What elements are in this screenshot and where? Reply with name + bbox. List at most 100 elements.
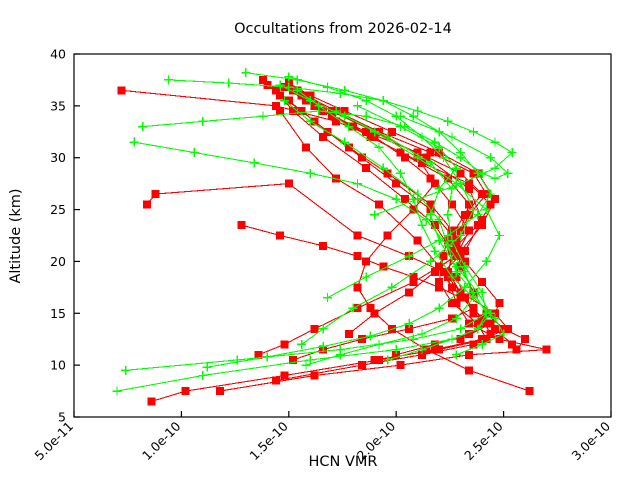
y-tick-label: 10 <box>50 358 66 373</box>
data-point-marker <box>413 236 422 245</box>
data-point-marker <box>521 335 530 344</box>
data-point-marker <box>112 386 122 396</box>
data-point-marker <box>284 179 293 188</box>
data-point-marker <box>495 335 504 344</box>
data-point-marker <box>495 298 504 307</box>
data-point-marker <box>443 241 453 251</box>
data-point-marker <box>473 168 483 178</box>
data-point-marker <box>284 72 294 82</box>
data-point-marker <box>262 352 272 362</box>
data-point-marker <box>447 334 457 344</box>
data-point-marker <box>452 252 461 261</box>
data-point-marker <box>503 168 513 178</box>
data-point-marker <box>314 101 324 111</box>
y-tick-label: 20 <box>50 254 66 269</box>
series-green-profile-10 <box>202 106 504 372</box>
data-point-marker <box>344 330 353 339</box>
data-point-marker <box>478 190 487 199</box>
data-point-marker <box>224 78 234 88</box>
data-point-marker <box>392 179 401 188</box>
data-point-marker <box>486 308 496 318</box>
data-point-marker <box>426 256 436 266</box>
data-point-marker <box>430 340 439 349</box>
data-point-marker <box>486 319 495 328</box>
data-point-marker <box>305 96 315 106</box>
series-line <box>357 105 492 361</box>
data-point-marker <box>426 148 435 157</box>
series-green-profile-8 <box>292 85 509 360</box>
data-point-marker <box>400 195 409 204</box>
data-point-marker <box>469 127 479 137</box>
data-point-marker <box>478 215 487 224</box>
data-point-marker <box>460 257 469 266</box>
plot-frame <box>73 53 612 418</box>
data-point-marker <box>365 331 375 341</box>
data-point-marker <box>486 330 495 339</box>
data-point-marker <box>147 397 156 406</box>
series-green-profile-6 <box>241 68 496 303</box>
data-point-marker <box>417 345 427 355</box>
data-point-marker <box>426 200 435 209</box>
data-point-marker <box>430 246 440 256</box>
data-point-marker <box>370 355 379 364</box>
data-point-marker <box>447 132 457 142</box>
data-point-marker <box>417 350 426 359</box>
data-point-marker <box>448 298 457 307</box>
data-point-marker <box>481 205 491 215</box>
data-point-marker <box>435 345 444 354</box>
data-point-marker <box>121 365 131 375</box>
data-point-marker <box>490 313 500 323</box>
data-point-marker <box>374 142 384 152</box>
data-point-marker <box>456 231 466 240</box>
data-point-marker <box>353 252 362 261</box>
data-point-marker <box>129 137 139 147</box>
data-point-marker <box>465 200 474 209</box>
data-point-marker <box>378 163 388 173</box>
data-point-marker <box>465 226 474 235</box>
data-point-marker <box>465 350 474 359</box>
data-point-marker <box>276 91 285 100</box>
data-point-marker <box>370 132 379 141</box>
data-point-marker <box>451 313 461 323</box>
data-point-marker <box>258 111 268 121</box>
data-point-marker <box>297 91 306 100</box>
data-point-marker <box>486 189 496 199</box>
data-point-marker <box>405 288 414 297</box>
data-point-marker <box>456 169 465 178</box>
data-point-marker <box>297 107 306 116</box>
data-point-marker <box>435 262 444 271</box>
data-point-marker <box>486 153 496 163</box>
data-point-marker <box>435 283 444 292</box>
data-point-marker <box>456 293 465 302</box>
y-tick-label: 40 <box>50 47 66 62</box>
data-point-marker <box>409 272 418 281</box>
data-point-marker <box>426 174 435 183</box>
data-point-marker <box>232 355 242 365</box>
data-point-marker <box>237 221 246 230</box>
data-point-marker <box>434 236 444 246</box>
data-point-marker <box>451 163 461 173</box>
data-point-marker <box>322 293 332 303</box>
data-point-marker <box>503 324 512 333</box>
data-point-marker <box>434 127 444 137</box>
data-point-marker <box>439 252 448 261</box>
series-line <box>297 89 505 356</box>
data-point-marker <box>422 153 431 162</box>
data-point-marker <box>400 153 409 162</box>
data-point-marker <box>490 137 500 147</box>
data-point-marker <box>374 339 384 349</box>
data-point-marker <box>499 329 509 339</box>
data-series-layer <box>112 68 551 406</box>
data-point-marker <box>379 262 388 271</box>
data-point-marker <box>305 168 315 178</box>
data-point-marker <box>469 293 479 303</box>
data-point-marker <box>486 200 495 209</box>
data-point-marker <box>361 272 371 282</box>
data-point-marker <box>443 231 453 240</box>
data-point-marker <box>473 288 483 298</box>
data-point-marker <box>460 282 470 292</box>
data-point-marker <box>392 350 401 359</box>
data-point-marker <box>417 220 427 230</box>
